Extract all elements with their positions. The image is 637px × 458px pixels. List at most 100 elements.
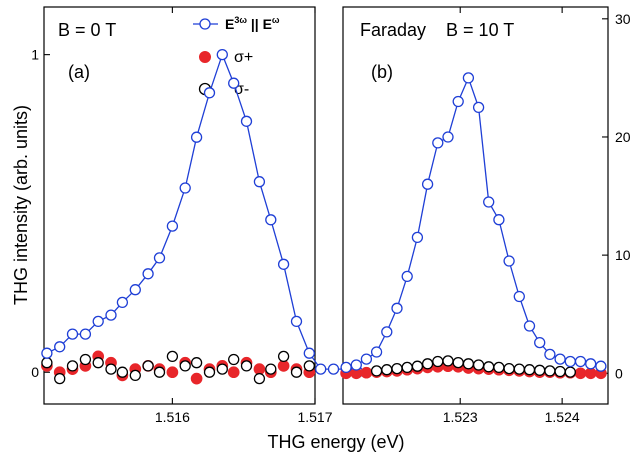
- panel-a-sigma_plus-point: [227, 366, 240, 379]
- panel-a-parallel-point: [228, 77, 240, 89]
- panel-a-frame: [43, 6, 316, 405]
- panel-a-sigma_minus-point: [116, 366, 129, 378]
- panel-b-parallel-point: [483, 196, 495, 208]
- panel-b-parallel-point: [503, 255, 515, 267]
- legend-parallel-marker: [199, 18, 211, 30]
- panel-a-sigma_minus-point: [41, 357, 53, 369]
- panel-a-sigma_minus-point: [228, 353, 240, 366]
- panel-b-parallel-point: [493, 214, 505, 226]
- panel-a-letter: (a): [68, 62, 90, 82]
- panel-a-parallel-point: [203, 87, 216, 99]
- panel-a-sigma_plus-point: [253, 363, 266, 375]
- panel-b-ytick-label: 20: [615, 129, 631, 145]
- panel-b-parallel-point: [462, 72, 475, 84]
- panel-b-parallel-point: [381, 326, 393, 338]
- panel-a-parallel-point: [277, 258, 290, 270]
- panel-b-parallel-point: [340, 361, 352, 374]
- panel-b-letter: (b): [371, 62, 393, 82]
- panel-b-sigma_minus-point: [554, 365, 566, 378]
- panel-a-ytick-label: 0: [31, 364, 39, 380]
- panel-b-parallel-point: [564, 355, 576, 368]
- panel-a-parallel-point: [92, 315, 104, 328]
- panel-b-sigma_plus-point: [360, 366, 373, 379]
- panel-a-sigma_plus-point: [277, 360, 290, 372]
- panel-b-sigma_minus-point: [523, 364, 536, 376]
- panel-b-parallel-point: [472, 101, 485, 114]
- panel-b-parallel-point: [544, 348, 556, 361]
- panel-b-parallel-point: [370, 346, 383, 358]
- panel-b-sigma_minus-point: [432, 355, 444, 368]
- x-axis-label: THG energy (eV): [267, 432, 404, 452]
- panel-a-sigma_minus-point: [190, 357, 203, 369]
- panel-b-parallel-point: [401, 270, 413, 283]
- panel-b-sigma_minus-point: [462, 358, 475, 370]
- panel-a-parallel-point: [116, 296, 129, 309]
- panel-b-frame: [342, 6, 609, 405]
- legend-sigma-plus-marker: [199, 51, 211, 63]
- panel-b-sigma_plus-point: [584, 367, 597, 380]
- panel-a-parallel-point: [54, 341, 66, 353]
- panel-a-sigma_minus-point: [166, 350, 179, 363]
- panel-b-parallel-point: [432, 137, 444, 149]
- panel-b-parallel-point: [574, 355, 587, 368]
- panel-a-sigma_minus-point: [253, 372, 266, 385]
- panel-a-parallel-point: [327, 363, 340, 375]
- panel-b-ytick-label: 10: [615, 247, 631, 263]
- panel-a-parallel-point: [216, 48, 228, 61]
- panel-b-sigma_minus-point: [442, 355, 454, 367]
- panel-a-parallel-point: [129, 284, 141, 296]
- panel-b-sigma_minus-point: [391, 362, 403, 375]
- panel-b-parallel-point: [350, 359, 362, 371]
- panel-a-sigma_minus-point: [105, 363, 117, 375]
- panel-a-sigma_minus-point: [216, 363, 228, 375]
- panel-b-parallel-point: [534, 336, 546, 349]
- panel-b-xtick-label: 1.523: [443, 409, 478, 425]
- panel-a-sigma_minus-point: [277, 350, 290, 363]
- panel-b-sigma_minus-point: [421, 358, 434, 370]
- panel-a-parallel-point: [315, 363, 327, 375]
- panel-b-sigma_minus-point: [472, 359, 485, 371]
- panel-a-sigma_minus-point: [179, 360, 191, 372]
- panel-b-parallel-point: [421, 178, 434, 190]
- panel-a-parallel-point: [290, 315, 303, 328]
- panel-b-parallel-point: [513, 290, 525, 303]
- panel-b-sigma_minus-point: [483, 361, 495, 373]
- panel-b-sigma_plus-point: [574, 367, 587, 380]
- panel-a-parallel-point: [105, 309, 117, 321]
- panel-a-sigma_minus-point: [265, 363, 277, 375]
- panel-b-sigma_minus-point: [452, 356, 464, 369]
- panel-b-xtick-label: 1.524: [545, 409, 580, 425]
- panel-b-parallel-point: [452, 95, 464, 108]
- panel-b-field-label: Faraday B = 10 T: [360, 20, 514, 40]
- panel-a-parallel-point: [41, 347, 53, 359]
- panel-a-parallel-point: [142, 268, 154, 280]
- legend: E3ω || Eω σ+ σ-: [193, 15, 280, 98]
- panel-b-sigma_minus-point: [411, 360, 424, 372]
- y-axis-label: THG intensity (arb. units): [11, 105, 31, 305]
- panel-b-parallel-point: [585, 358, 597, 370]
- panel-a-parallel-point: [240, 115, 253, 127]
- panel-a-parallel-point: [166, 220, 179, 232]
- panel-b-sigma_minus-point: [544, 365, 556, 377]
- panel-a-parallel-point: [303, 347, 315, 359]
- panel-a-sigma_minus-point: [66, 360, 79, 372]
- panel-a-parallel-point: [66, 328, 79, 340]
- panel-a-sigma_minus-point: [290, 366, 303, 378]
- panel-b-parallel-point: [391, 302, 403, 314]
- panel-b-sigma_minus-point: [513, 363, 525, 375]
- panel-b-sigma_minus-point: [503, 362, 515, 375]
- panel-a-parallel-point: [179, 182, 191, 194]
- panel-a-xtick-label: 1.517: [297, 409, 332, 425]
- panel-a-sigma_minus-point: [79, 353, 92, 366]
- panel-a-parallel-point: [190, 131, 203, 143]
- panel-b-parallel-point: [360, 353, 373, 365]
- panel-a-sigma_plus-point: [190, 372, 203, 385]
- panel-a-sigma_minus-point: [240, 360, 253, 372]
- panel-a-parallel-point: [253, 176, 266, 188]
- panel-b-sigma_minus-point: [534, 364, 546, 376]
- panel-b-parallel-point: [442, 131, 454, 143]
- legend-sigma-plus-label: σ+: [234, 49, 253, 66]
- panel-a-sigma_minus-point: [92, 357, 104, 369]
- panel-a-parallel-point: [265, 214, 277, 226]
